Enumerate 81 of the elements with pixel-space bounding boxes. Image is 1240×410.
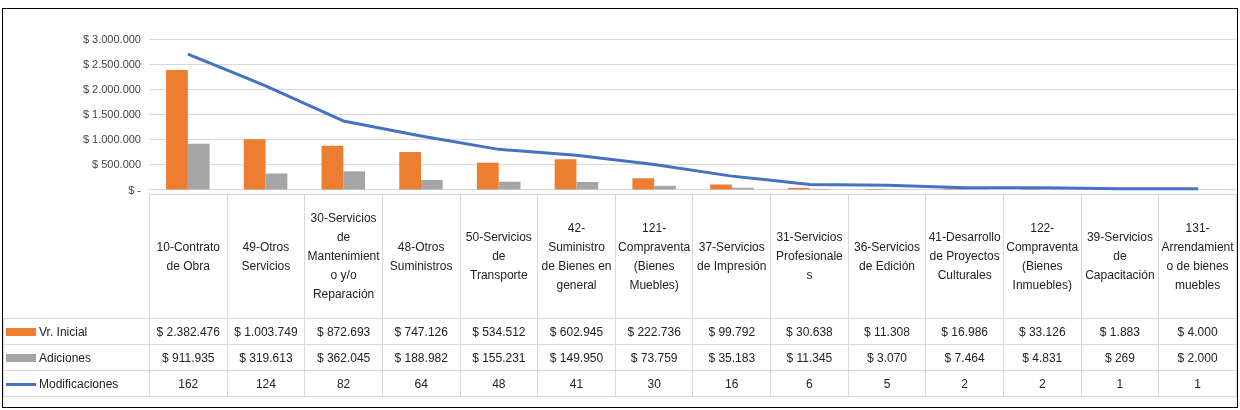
x-tick-label: 36-Servicios de Edición [848,194,926,319]
data-label: 30 [615,370,693,397]
x-tick-label: 121-Compraventa (Bienes Muebles) [615,194,693,319]
data-label: $ 222.736 [615,318,693,345]
data-label: 2 [925,370,1004,397]
y-tick-label: $ 2.000.000 [82,83,141,96]
bar [343,171,366,190]
data-label: $ 188.982 [382,344,461,371]
data-label: 48 [460,370,538,397]
data-label: $ 1.883 [1081,318,1159,345]
x-tick-label: 122-Compraventa (Bienes Inmuebles) [1003,194,1082,319]
x-tick-label: 50-Servicios de Transporte [460,194,538,319]
x-tick-label: 31-Servicios Profesionales [770,194,849,319]
x-tick-label: 131-Arrendamiento de bienes muebles [1158,194,1237,319]
data-label: $ 3.070 [848,344,926,371]
bar [476,162,499,190]
data-label: $ 747.126 [382,318,461,345]
data-label: $ 11.345 [770,344,849,371]
bar [710,184,732,190]
data-label: 5 [848,370,926,397]
data-label: $ 602.945 [537,318,616,345]
legend-label: Modificaciones [3,370,150,397]
y-tick-label: $ 500.000 [92,158,141,171]
data-label: $ 35.183 [692,344,771,371]
data-label: 124 [227,370,305,397]
x-tick-label: 42-Suministro de Bienes en general [537,194,616,319]
bar [265,173,288,190]
x-tick-label: 41-Desarrollo de Proyectos Culturales [925,194,1004,319]
y-tick-label: $ - [128,183,142,196]
y-tick-label: $ 1.500.000 [82,108,141,121]
data-label: 64 [382,370,461,397]
data-label: $ 2.000 [1158,344,1237,371]
data-label: $ 149.950 [537,344,616,371]
data-label: $ 33.126 [1003,318,1082,345]
data-label: $ 30.638 [770,318,849,345]
x-tick-label: 39-Servicios de Capacitación [1081,194,1159,319]
data-label: 1 [1081,370,1159,397]
data-label: $ 155.231 [460,344,538,371]
x-tick-label: 49-Otros Servicios [227,194,305,319]
data-label: $ 4.831 [1003,344,1082,371]
legend-label: Adiciones [3,344,150,371]
data-label: $ 1.003.749 [227,318,305,345]
data-label: 162 [149,370,228,397]
y-tick-label: $ 3.000.000 [82,33,141,45]
y-tick-label: $ 2.500.000 [82,58,141,71]
data-label: $ 319.613 [227,344,305,371]
bar [321,145,344,190]
bar [654,185,676,190]
data-label: $ 11.308 [848,318,926,345]
data-label: 2 [1003,370,1082,397]
data-label: $ 2.382.476 [149,318,228,345]
bar [166,69,188,190]
bar [399,152,421,190]
bar [187,143,210,190]
data-label: 16 [692,370,771,397]
bar [421,180,443,190]
data-label: $ 16.986 [925,318,1004,345]
data-label: $ 99.792 [692,318,771,345]
bar [554,159,577,190]
data-label: 82 [304,370,383,397]
data-label: 6 [770,370,849,397]
bar [243,139,266,190]
data-label: $ 73.759 [615,344,693,371]
data-label: 41 [537,370,616,397]
data-label: $ 7.464 [925,344,1004,371]
x-tick-label: 10-Contrato de Obra [149,194,228,319]
data-label: $ 911.935 [149,344,228,371]
bar [498,181,521,190]
x-tick-label: 30-Servicios de Mantenimiento y/o Reparación [304,194,383,319]
data-label: $ 4.000 [1158,318,1237,345]
data-label: $ 362.045 [304,344,383,371]
data-label: $ 269 [1081,344,1159,371]
x-tick-label: 37-Servicios de Impresión [692,194,771,319]
data-label: $ 872.693 [304,318,383,345]
data-label: 1 [1158,370,1237,397]
y-tick-label: $ 1.000.000 [82,133,141,146]
legend-label: Vr. Inicial [3,318,150,345]
bar [632,178,655,190]
bar [576,181,599,190]
x-tick-label: 48-Otros Suministros [382,194,461,319]
data-label: $ 534.512 [460,318,538,345]
